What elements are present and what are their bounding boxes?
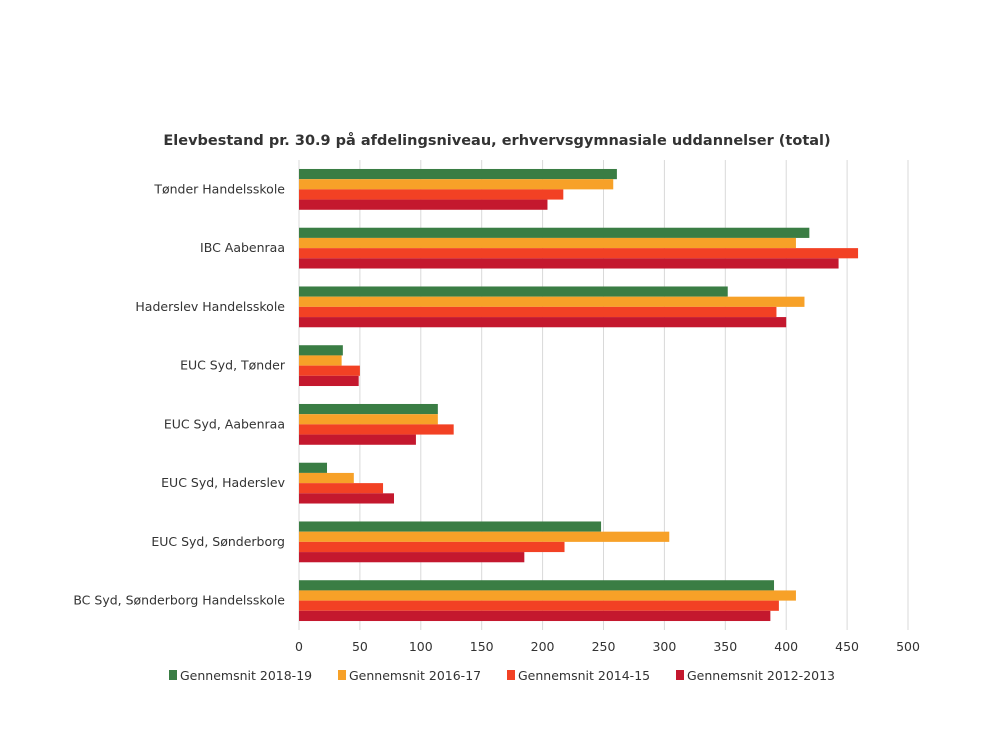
bar (299, 179, 614, 190)
bar (299, 168, 617, 180)
bar (299, 317, 787, 328)
bar (299, 306, 777, 318)
bar (299, 414, 438, 425)
category-label: EUC Syd, Aabenraa (164, 416, 285, 431)
legend-swatch (169, 670, 177, 680)
x-tick-label: 300 (652, 639, 676, 654)
bar (299, 258, 839, 269)
bar (299, 531, 670, 542)
legend-swatch (507, 670, 515, 680)
bar (299, 345, 343, 356)
x-tick-label: 250 (592, 639, 616, 654)
bar (299, 590, 796, 601)
x-tick-label: 400 (774, 639, 798, 654)
legend-swatch (338, 670, 346, 680)
legend-label: Gennemsnit 2016-17 (349, 668, 481, 683)
bar (299, 375, 359, 387)
x-tick-label: 50 (352, 639, 368, 654)
legend-label: Gennemsnit 2012-2013 (687, 668, 835, 683)
x-tick-label: 500 (896, 639, 920, 654)
bar (299, 541, 565, 553)
x-axis-ticks: 0 50 100 150 200 250 300 350 400 450 500 (295, 639, 920, 654)
bar (299, 462, 328, 473)
bar (299, 610, 771, 622)
x-tick-label: 150 (470, 639, 494, 654)
bar (299, 493, 395, 504)
legend: Gennemsnit 2018-19 Gennemsnit 2016-17 Genn… (169, 668, 835, 683)
bar (299, 600, 779, 611)
bar (299, 552, 525, 563)
bar (299, 365, 360, 376)
bar (299, 296, 805, 307)
legend-swatch (676, 670, 684, 680)
category-label: EUC Syd, Sønderborg (151, 534, 285, 549)
bar (299, 403, 438, 415)
category-labels: Tønder Handelsskole IBC Aabenraa Haderslev… (73, 181, 286, 607)
chart-title: Elevbestand pr. 30.9 på afdelingsniveau,… (163, 132, 830, 149)
bar (299, 237, 796, 249)
legend-label: Gennemsnit 2014-15 (518, 668, 650, 683)
x-tick-label: 100 (409, 639, 433, 654)
x-tick-label: 0 (295, 639, 303, 654)
bar (299, 355, 342, 366)
category-label: Tønder Handelsskole (153, 181, 285, 196)
bar (299, 248, 859, 259)
category-label: EUC Syd, Tønder (180, 358, 286, 373)
x-tick-label: 350 (713, 639, 737, 654)
category-label: EUC Syd, Haderslev (161, 475, 285, 490)
bar (299, 286, 728, 297)
bar (299, 199, 548, 210)
x-tick-label: 200 (531, 639, 555, 654)
bar (299, 227, 810, 238)
category-label: BC Syd, Sønderborg Handelsskole (73, 593, 285, 608)
bar (299, 521, 602, 532)
bars (299, 168, 859, 622)
bar (299, 472, 354, 484)
bar (299, 483, 384, 494)
category-label: Haderslev Handelsskole (135, 299, 285, 314)
bar (299, 189, 564, 200)
x-tick-label: 450 (835, 639, 859, 654)
legend-label: Gennemsnit 2018-19 (180, 668, 312, 683)
bar (299, 580, 775, 591)
bar (299, 434, 416, 445)
category-label: IBC Aabenraa (200, 240, 285, 255)
bar (299, 424, 454, 435)
